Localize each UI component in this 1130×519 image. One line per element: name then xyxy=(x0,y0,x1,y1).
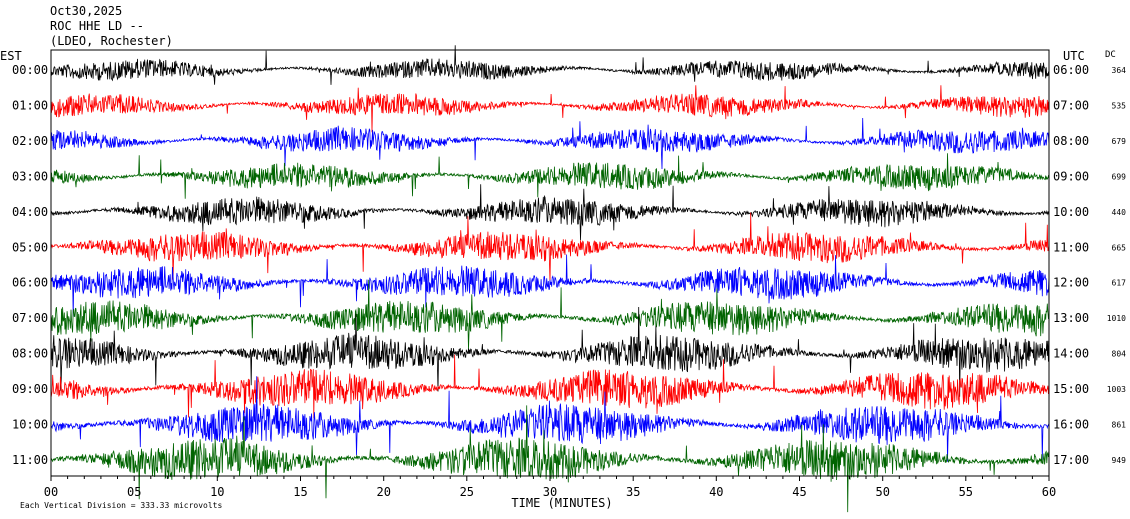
utc-label: 07:00 xyxy=(1053,99,1089,113)
utc-label: 16:00 xyxy=(1053,418,1089,432)
utc-label: 13:00 xyxy=(1053,311,1089,325)
row-labels: 00:00 06:00 364 01:00 07:00 535 02:00 08:00 679 0… xyxy=(12,63,1126,467)
trace-0400 xyxy=(50,184,1050,241)
trace-0000 xyxy=(50,45,1050,85)
trace-0700 xyxy=(50,279,1050,350)
scale-note: Each Vertical Division = 333.33 microvol… xyxy=(20,501,222,510)
trace-0100 xyxy=(50,85,1050,133)
utc-label: 10:00 xyxy=(1053,205,1089,219)
utc-label: 12:00 xyxy=(1053,276,1089,290)
dc-value: 665 xyxy=(1112,243,1127,252)
x-tick-label: 30 xyxy=(543,485,557,499)
dc-value: 804 xyxy=(1112,350,1127,359)
header-station: ROC HHE LD -- xyxy=(50,19,144,33)
x-tick-label: 20 xyxy=(376,485,390,499)
trace-0800 xyxy=(50,306,1050,397)
est-label: 09:00 xyxy=(12,382,48,396)
est-label: 07:00 xyxy=(12,311,48,325)
x-tick-label: 50 xyxy=(875,485,889,499)
seismic-traces xyxy=(50,45,1050,513)
trace-1000 xyxy=(50,376,1050,462)
est-label: 10:00 xyxy=(12,418,48,432)
dc-value: 1003 xyxy=(1107,385,1126,394)
header-network: (LDEO, Rochester) xyxy=(50,34,173,48)
trace-0500 xyxy=(50,212,1050,283)
dc-value: 364 xyxy=(1112,66,1127,75)
utc-label: 17:00 xyxy=(1053,453,1089,467)
dc-value: 1010 xyxy=(1107,314,1126,323)
right-axis-label: UTC xyxy=(1063,49,1085,63)
trace-0200 xyxy=(50,117,1050,170)
x-tick-label: 05 xyxy=(127,485,141,499)
x-tick-label: 25 xyxy=(460,485,474,499)
est-label: 02:00 xyxy=(12,134,48,148)
left-axis-label: EST xyxy=(0,49,22,63)
x-tick-label: 60 xyxy=(1042,485,1056,499)
x-tick-label: 15 xyxy=(293,485,307,499)
x-tick-label: 00 xyxy=(44,485,58,499)
x-tick-label: 40 xyxy=(709,485,723,499)
utc-label: 11:00 xyxy=(1053,240,1089,254)
utc-label: 09:00 xyxy=(1053,169,1089,183)
utc-label: 08:00 xyxy=(1053,134,1089,148)
x-tick-label: 45 xyxy=(792,485,806,499)
x-tick-label: 55 xyxy=(959,485,973,499)
x-axis-label: TIME (MINUTES) xyxy=(511,496,612,510)
utc-label: 06:00 xyxy=(1053,63,1089,77)
dc-value: 535 xyxy=(1112,102,1127,111)
utc-label: 14:00 xyxy=(1053,347,1089,361)
est-label: 01:00 xyxy=(12,99,48,113)
dc-value: 440 xyxy=(1112,208,1127,217)
x-tick-label: 10 xyxy=(210,485,224,499)
trace-0900 xyxy=(50,354,1050,419)
est-label: 05:00 xyxy=(12,240,48,254)
est-label: 03:00 xyxy=(12,169,48,183)
x-tick-label: 35 xyxy=(626,485,640,499)
est-label: 04:00 xyxy=(12,205,48,219)
est-label: 08:00 xyxy=(12,347,48,361)
trace-0300 xyxy=(50,153,1050,199)
est-label: 11:00 xyxy=(12,453,48,467)
dc-value: 861 xyxy=(1112,421,1127,430)
utc-label: 15:00 xyxy=(1053,382,1089,396)
dc-value: 949 xyxy=(1112,456,1127,465)
header-date: Oct30,2025 xyxy=(50,4,122,18)
trace-0600 xyxy=(50,254,1050,317)
est-label: 00:00 xyxy=(12,63,48,77)
dc-value: 699 xyxy=(1112,172,1127,181)
dc-value: 679 xyxy=(1112,137,1127,146)
x-axis-ticks: 00 05 10 15 20 25 30 35 40 45 50 55 60 xyxy=(44,476,1056,499)
dc-value: 617 xyxy=(1112,279,1127,288)
est-label: 06:00 xyxy=(12,276,48,290)
dc-label: DC xyxy=(1105,50,1116,60)
